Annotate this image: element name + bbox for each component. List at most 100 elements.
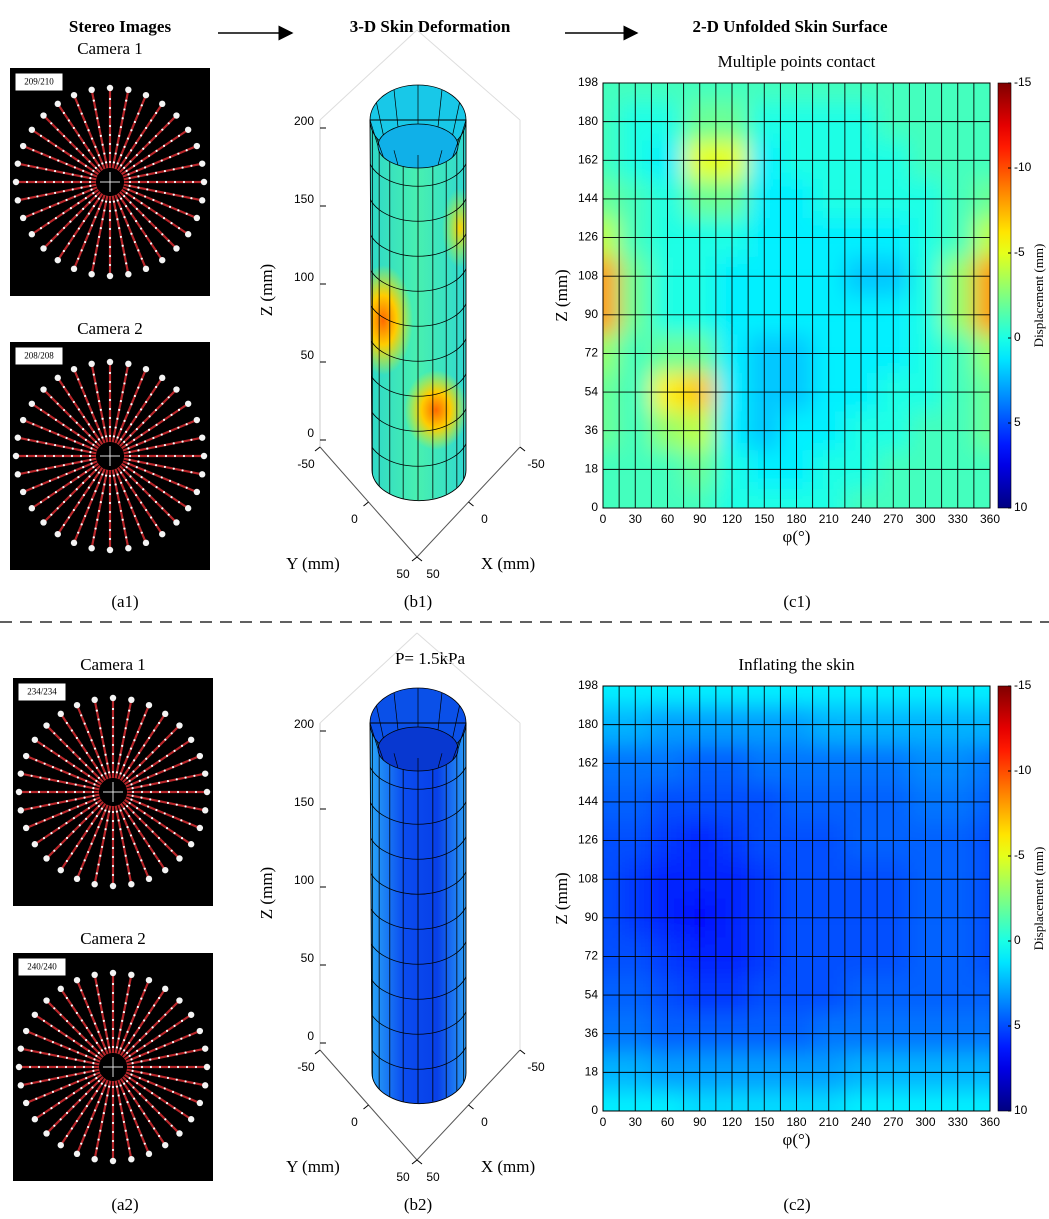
- marker-ray: [121, 129, 188, 176]
- x-tick-label: 0: [600, 512, 607, 526]
- marker-dot: [53, 1124, 56, 1127]
- marker-ray: [44, 191, 101, 248]
- marker-dot: [133, 1097, 136, 1100]
- marker-dot: [123, 1049, 126, 1052]
- marker-dot: [90, 1014, 93, 1017]
- panel-label: (a1): [111, 592, 138, 611]
- marker-dot: [84, 197, 87, 200]
- marker-dot: [39, 501, 43, 504]
- marker-dot: [142, 421, 145, 424]
- marker-dot: [111, 743, 115, 747]
- marker-dot: [119, 509, 123, 513]
- marker-dot: [65, 836, 69, 840]
- marker-dot: [153, 729, 156, 732]
- marker-dot: [84, 164, 87, 167]
- x-tick-label: 360: [980, 512, 1000, 526]
- marker-dot: [140, 531, 143, 534]
- marker-dot: [36, 440, 39, 443]
- marker-end: [176, 1130, 183, 1137]
- marker-dot: [36, 166, 39, 169]
- marker-dot: [95, 872, 98, 875]
- marker-dot: [157, 1019, 161, 1023]
- panel-label: (c1): [783, 592, 810, 611]
- z-tick-label: 150: [294, 795, 314, 809]
- x-tick-label: 60: [661, 512, 675, 526]
- marker-dot: [118, 500, 121, 504]
- marker-dot: [161, 128, 164, 131]
- marker-dot: [173, 1107, 176, 1110]
- marker-dot: [163, 812, 166, 815]
- marker-dot: [96, 518, 99, 521]
- marker-dot: [99, 408, 102, 412]
- marker-dot: [97, 235, 101, 239]
- marker-dot: [97, 826, 100, 829]
- z-axis-label: Z (mm): [257, 867, 276, 919]
- marker-dot: [135, 154, 138, 157]
- x-tick: [416, 1159, 423, 1165]
- x-tick-label: 330: [948, 1115, 968, 1129]
- marker-dot: [48, 1078, 51, 1081]
- marker-ray: [47, 1001, 104, 1058]
- marker-dot: [108, 380, 112, 384]
- marker-end: [176, 997, 183, 1004]
- marker-dot: [90, 1097, 93, 1100]
- marker-ray: [119, 191, 176, 248]
- marker-dot: [50, 396, 53, 399]
- marker-dot: [108, 133, 112, 137]
- z-tick-label: 50: [301, 348, 315, 362]
- column-header: Stereo Images: [69, 17, 172, 36]
- marker-end: [31, 1116, 39, 1123]
- marker-end: [142, 265, 150, 273]
- heat-cell: [603, 83, 620, 103]
- marker-dot: [147, 154, 151, 157]
- marker-dot: [172, 168, 175, 171]
- marker-end: [201, 1082, 209, 1089]
- marker-end: [70, 365, 78, 373]
- marker-ray: [44, 390, 101, 447]
- x-tick-label: 180: [786, 1115, 806, 1129]
- marker-dot: [193, 807, 196, 810]
- marker-dot: [65, 1111, 69, 1115]
- marker-dot: [82, 443, 85, 447]
- marker-dot: [185, 486, 188, 489]
- marker-dot: [111, 873, 115, 877]
- marker-dot: [57, 1102, 61, 1105]
- marker-dot: [99, 727, 102, 730]
- marker-dot: [162, 144, 166, 147]
- marker-dot: [121, 518, 124, 521]
- marker-dot: [108, 474, 112, 478]
- marker-dot: [155, 808, 158, 812]
- marker-dot: [77, 134, 80, 137]
- marker-end: [22, 1099, 30, 1107]
- marker-end: [28, 505, 36, 512]
- marker-end: [201, 807, 209, 814]
- marker-dot: [87, 730, 90, 734]
- mesh-line: [437, 89, 443, 127]
- marker-dot: [62, 464, 66, 467]
- marker-dot: [151, 830, 154, 833]
- marker-dot: [83, 1071, 86, 1074]
- marker-ray: [93, 976, 112, 1054]
- panel-label: (c2): [783, 1195, 810, 1214]
- marker-dot: [101, 492, 104, 495]
- marker-dot: [80, 769, 83, 772]
- marker-dot: [172, 193, 175, 196]
- marker-dot: [90, 462, 93, 465]
- marker-dot: [85, 1039, 88, 1042]
- marker-dot: [89, 184, 92, 188]
- marker-dot: [82, 191, 85, 195]
- marker-dot: [80, 744, 83, 747]
- marker-dot: [73, 1065, 77, 1069]
- marker-dot: [100, 1120, 104, 1124]
- marker-dot: [138, 1054, 141, 1058]
- marker-dot: [182, 180, 186, 184]
- x-tick-label: 120: [722, 1115, 742, 1129]
- marker-ray: [19, 457, 97, 476]
- marker-dot: [172, 467, 175, 470]
- marker-dot: [52, 454, 56, 458]
- marker-dot: [180, 837, 184, 840]
- z-tick-label: 0: [307, 1029, 314, 1043]
- marker-dot: [147, 481, 151, 484]
- marker-dot: [65, 1019, 69, 1023]
- marker-dot: [121, 1019, 124, 1023]
